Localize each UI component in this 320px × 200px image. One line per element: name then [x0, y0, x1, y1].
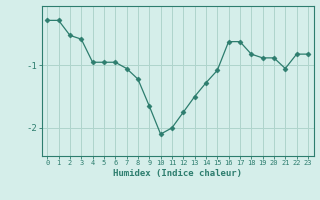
X-axis label: Humidex (Indice chaleur): Humidex (Indice chaleur) — [113, 169, 242, 178]
